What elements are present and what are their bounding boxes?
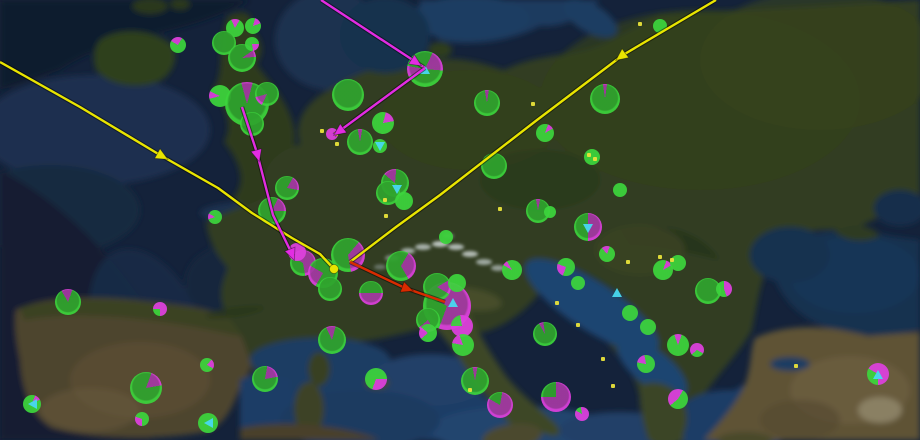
traffic-pie-marker[interactable]	[419, 324, 437, 342]
traffic-pie-marker[interactable]	[252, 366, 278, 392]
traffic-pie-marker[interactable]	[653, 19, 667, 33]
waypoint-dot	[593, 157, 597, 161]
cyan-triangle-marker[interactable]	[582, 223, 593, 233]
traffic-pie-marker[interactable]	[536, 124, 554, 142]
cyan-triangle-marker[interactable]	[203, 417, 213, 428]
traffic-pie-marker[interactable]	[288, 243, 306, 261]
traffic-pie-marker[interactable]	[481, 153, 507, 179]
traffic-pie-marker[interactable]	[557, 258, 575, 276]
traffic-pie-marker[interactable]	[318, 277, 342, 301]
waypoint-dot	[531, 102, 535, 106]
waypoint-dot	[794, 364, 798, 368]
traffic-pie-marker[interactable]	[502, 260, 522, 280]
traffic-pie-marker[interactable]	[245, 37, 259, 51]
traffic-pie-marker[interactable]	[448, 274, 466, 292]
traffic-pie-marker[interactable]	[255, 82, 279, 106]
traffic-pie-marker[interactable]	[637, 355, 655, 373]
traffic-pie-marker[interactable]	[533, 322, 557, 346]
cyan-triangle-marker[interactable]	[872, 369, 883, 379]
waypoint-dot	[626, 260, 630, 264]
traffic-pie-marker[interactable]	[347, 129, 373, 155]
traffic-pie-marker[interactable]	[622, 305, 638, 321]
waypoint-dot	[658, 255, 662, 259]
waypoint-dot	[611, 384, 615, 388]
waypoint-dot	[576, 323, 580, 327]
traffic-pie-marker[interactable]	[461, 367, 489, 395]
traffic-pie-marker[interactable]	[452, 334, 474, 356]
traffic-pie-marker[interactable]	[170, 37, 186, 53]
traffic-pie-marker[interactable]	[590, 84, 620, 114]
waypoint-dot	[334, 132, 338, 136]
traffic-pie-marker[interactable]	[541, 382, 571, 412]
traffic-pie-marker[interactable]	[55, 289, 81, 315]
waypoint-dot	[587, 153, 591, 157]
traffic-pie-marker[interactable]	[575, 407, 589, 421]
cyan-triangle-marker[interactable]	[391, 184, 402, 194]
traffic-pie-marker[interactable]	[245, 18, 261, 34]
cyan-triangle-marker[interactable]	[419, 64, 430, 74]
traffic-pie-marker[interactable]	[716, 281, 732, 297]
waypoint-dot	[320, 129, 324, 133]
cyan-triangle-marker[interactable]	[447, 297, 458, 307]
traffic-pie-marker[interactable]	[135, 412, 149, 426]
waypoint-dot	[383, 198, 387, 202]
traffic-pie-marker[interactable]	[258, 197, 286, 225]
traffic-pie-marker[interactable]	[275, 176, 299, 200]
traffic-pie-marker[interactable]	[332, 79, 364, 111]
traffic-pie-marker[interactable]	[318, 326, 346, 354]
traffic-pie-marker[interactable]	[439, 230, 453, 244]
traffic-pie-marker[interactable]	[386, 251, 416, 281]
traffic-pie-marker[interactable]	[599, 246, 615, 262]
traffic-pie-marker[interactable]	[474, 90, 500, 116]
traffic-pie-marker[interactable]	[690, 343, 704, 357]
traffic-pie-marker[interactable]	[667, 334, 689, 356]
cyan-triangle-marker[interactable]	[27, 398, 37, 409]
traffic-pie-marker[interactable]	[395, 192, 413, 210]
traffic-pie-marker[interactable]	[487, 392, 513, 418]
traffic-pie-marker[interactable]	[584, 149, 600, 165]
waypoint-dot	[498, 207, 502, 211]
traffic-pie-marker[interactable]	[365, 368, 387, 390]
traffic-pie-marker[interactable]	[153, 302, 167, 316]
waypoint-dot	[601, 357, 605, 361]
traffic-pie-marker[interactable]	[359, 281, 383, 305]
traffic-pie-marker[interactable]	[640, 319, 656, 335]
waypoint-dot	[335, 142, 339, 146]
waypoint-dot	[638, 22, 642, 26]
traffic-pie-marker[interactable]	[571, 276, 585, 290]
traffic-pie-marker[interactable]	[653, 260, 673, 280]
cyan-triangle-marker[interactable]	[611, 287, 622, 297]
traffic-pie-marker[interactable]	[544, 206, 556, 218]
traffic-pie-marker[interactable]	[208, 210, 222, 224]
traffic-pie-marker[interactable]	[372, 112, 394, 134]
traffic-pie-marker[interactable]	[130, 372, 162, 404]
waypoint-dot	[384, 214, 388, 218]
traffic-pie-marker[interactable]	[240, 112, 264, 136]
waypoint-dot	[468, 388, 472, 392]
cyan-triangle-marker[interactable]	[374, 141, 385, 151]
waypoint-dot	[670, 258, 674, 262]
traffic-pie-marker[interactable]	[451, 315, 473, 337]
traffic-pie-marker[interactable]	[613, 183, 627, 197]
traffic-pie-marker[interactable]	[668, 389, 688, 409]
traffic-pie-marker[interactable]	[200, 358, 214, 372]
waypoint-dot	[555, 301, 559, 305]
